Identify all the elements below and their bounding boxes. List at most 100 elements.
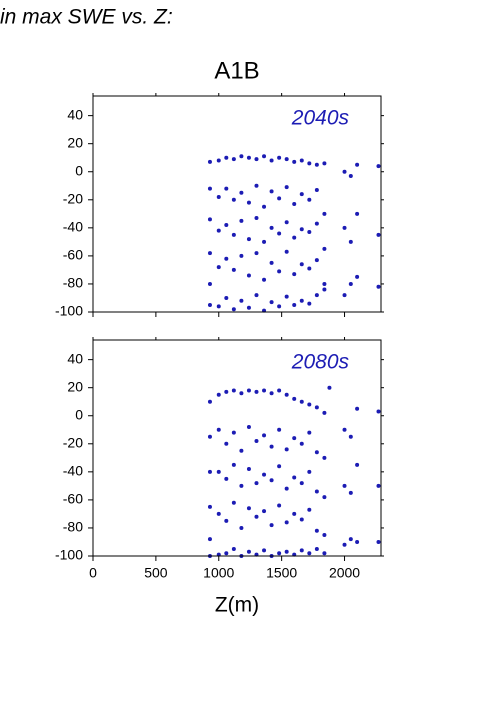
y-tick-label: 0 (75, 406, 83, 422)
point (348, 173, 353, 178)
point (277, 269, 282, 274)
x-axis-label: Z(m) (215, 594, 259, 617)
point (355, 406, 360, 411)
point (376, 483, 381, 488)
y-tick-label: -40 (63, 463, 83, 479)
point (239, 448, 244, 453)
point (262, 433, 267, 438)
point (314, 528, 319, 533)
chart-title: A1B (214, 57, 259, 84)
point (284, 392, 289, 397)
point (246, 424, 251, 429)
point (277, 155, 282, 160)
point (307, 197, 312, 202)
point (299, 262, 304, 267)
point (246, 506, 251, 511)
point (314, 405, 319, 410)
point (292, 436, 297, 441)
point (322, 161, 327, 166)
point (284, 486, 289, 491)
point (307, 430, 312, 435)
point (348, 239, 353, 244)
point (262, 388, 267, 393)
point (216, 304, 221, 309)
period-label: 2040s (291, 107, 350, 130)
point (224, 223, 229, 228)
page-title: in max SWE vs. Z: (0, 6, 173, 29)
x-tick-label: 2000 (329, 565, 360, 581)
point (307, 230, 312, 235)
y-tick-label: 20 (67, 134, 83, 150)
point (262, 154, 267, 159)
point (224, 155, 229, 160)
point (292, 272, 297, 277)
y-tick-label: 40 (67, 106, 83, 122)
point (355, 539, 360, 544)
point (239, 525, 244, 530)
point (246, 388, 251, 393)
point (277, 231, 282, 236)
point (254, 481, 259, 486)
point (284, 249, 289, 254)
period-label: 2080s (291, 351, 350, 374)
y-tick-label: -20 (63, 190, 83, 206)
point (284, 447, 289, 452)
point (231, 267, 236, 272)
point (342, 542, 347, 547)
point (246, 237, 251, 242)
point (299, 517, 304, 522)
point (246, 467, 251, 472)
point (269, 260, 274, 265)
point (231, 430, 236, 435)
point (314, 187, 319, 192)
point (207, 186, 212, 191)
point (348, 490, 353, 495)
point (355, 462, 360, 467)
point (342, 293, 347, 298)
point (207, 434, 212, 439)
point (322, 410, 327, 415)
point (307, 402, 312, 407)
y-tick-label: -60 (63, 247, 83, 263)
point (376, 409, 381, 414)
point (254, 514, 259, 519)
point (254, 389, 259, 394)
point (262, 239, 267, 244)
y-tick-label: -100 (55, 547, 83, 563)
point (348, 281, 353, 286)
point (254, 157, 259, 162)
point (269, 478, 274, 483)
point (342, 483, 347, 488)
point (224, 256, 229, 261)
point (207, 399, 212, 404)
point (322, 455, 327, 460)
point (207, 302, 212, 307)
x-tick-label: 1000 (203, 565, 234, 581)
point (277, 464, 282, 469)
point (207, 281, 212, 286)
point (277, 388, 282, 393)
point (254, 216, 259, 221)
point (239, 483, 244, 488)
point (307, 161, 312, 166)
point (262, 472, 267, 477)
point (348, 537, 353, 542)
point (292, 396, 297, 401)
point (262, 204, 267, 209)
point (314, 450, 319, 455)
point (277, 551, 282, 556)
y-tick-label: -20 (63, 434, 83, 450)
point (231, 500, 236, 505)
point (307, 507, 312, 512)
point (216, 511, 221, 516)
point (207, 217, 212, 222)
point (269, 189, 274, 194)
point (314, 162, 319, 167)
point (239, 298, 244, 303)
point (277, 427, 282, 432)
point (327, 385, 332, 390)
point (239, 253, 244, 258)
point (216, 392, 221, 397)
point (342, 225, 347, 230)
point (246, 273, 251, 278)
